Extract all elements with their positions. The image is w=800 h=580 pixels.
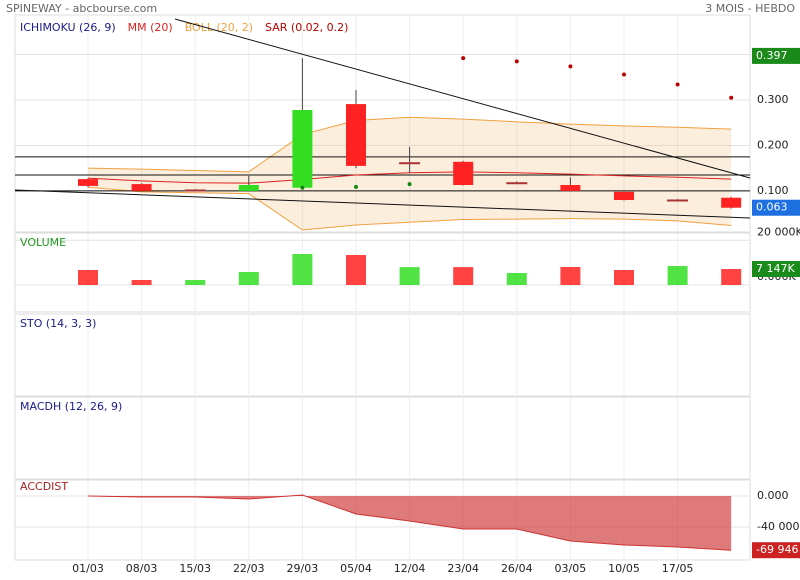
candle-body xyxy=(453,161,474,185)
panel-frame xyxy=(14,14,751,233)
candle-body xyxy=(399,162,421,165)
y-tick-label: 20 000K xyxy=(757,225,800,238)
candle-body xyxy=(292,110,313,188)
volume-bar xyxy=(506,273,527,285)
volume-bar xyxy=(131,280,152,285)
y-tick-label: 0.200 xyxy=(757,138,789,151)
panel-title: ACCDIST xyxy=(20,480,68,493)
accdist-line xyxy=(87,494,732,551)
candle-body xyxy=(506,182,528,185)
volume-bar xyxy=(667,266,688,285)
x-tick-label: 17/05 xyxy=(662,562,694,575)
value-box-label: 0.063 xyxy=(756,201,788,214)
volume-bar xyxy=(453,267,474,285)
legend-entry: MM (20) xyxy=(128,21,173,34)
candle-body xyxy=(721,197,742,208)
y-tick-label: 0.100 xyxy=(757,184,789,197)
sar-dot xyxy=(407,182,412,187)
x-tick-label: 23/04 xyxy=(447,562,479,575)
boll-lower xyxy=(87,186,732,231)
panel-frame xyxy=(14,396,751,480)
volume-bar xyxy=(399,267,420,285)
accdist-area xyxy=(88,494,732,551)
candle-body xyxy=(238,185,259,191)
x-tick-label: 10/05 xyxy=(608,562,640,575)
value-box xyxy=(752,261,800,278)
y-tick-label: 0.300 xyxy=(757,93,789,106)
value-box-label: -69 946 xyxy=(756,543,798,556)
boll-upper xyxy=(87,116,732,173)
sar-dot xyxy=(514,59,519,64)
value-box xyxy=(752,542,800,559)
value-box xyxy=(752,47,800,64)
volume-bar xyxy=(721,269,742,285)
candle-body xyxy=(346,104,366,166)
x-tick-label: 26/04 xyxy=(501,562,533,575)
value-box xyxy=(752,199,800,216)
volume-bar xyxy=(78,270,98,285)
x-tick-label: 01/03 xyxy=(72,562,104,575)
candle-body xyxy=(131,184,152,191)
panel-title: MACDH (12, 26, 9) xyxy=(20,400,122,413)
panel-frame xyxy=(14,479,751,561)
site-title: SPINEWAY - abcbourse.com xyxy=(6,2,157,15)
x-tick-label: 08/03 xyxy=(126,562,158,575)
trend-line xyxy=(174,18,751,179)
sar-dot xyxy=(622,72,626,77)
sar-dot xyxy=(300,185,305,190)
value-box-label: 0.397 xyxy=(756,49,788,62)
panel-title: STO (14, 3, 3) xyxy=(20,317,96,330)
sar-dot xyxy=(568,64,573,69)
panel-title: VOLUME xyxy=(20,236,66,249)
x-tick-label: 29/03 xyxy=(287,562,319,575)
x-tick-label: 12/04 xyxy=(394,562,426,575)
value-box-label: 7 147K xyxy=(756,262,795,275)
x-tick-label: 15/03 xyxy=(179,562,211,575)
candle-body xyxy=(667,199,689,202)
panel-frame xyxy=(14,313,751,397)
volume-bar xyxy=(346,255,366,285)
x-tick-label: 05/04 xyxy=(340,562,372,575)
sar-dot xyxy=(729,95,734,100)
x-tick-label: 22/03 xyxy=(233,562,265,575)
sar-dot xyxy=(354,184,358,189)
volume-bar xyxy=(292,254,313,285)
volume-bar xyxy=(614,270,634,285)
legend-entry: SAR (0.02, 0.2) xyxy=(265,21,348,34)
volume-bar xyxy=(185,280,206,285)
y-tick-label: 0.000 xyxy=(757,489,789,502)
volume-bar xyxy=(560,266,581,285)
trend-line xyxy=(14,189,751,219)
candle-body xyxy=(560,185,581,191)
y-tick-label: -40 000 xyxy=(757,520,799,533)
candle-body xyxy=(78,179,98,186)
volume-bar xyxy=(238,272,259,285)
panel-frame xyxy=(14,232,751,313)
sar-dot xyxy=(461,56,466,61)
x-tick-label: 03/05 xyxy=(555,562,587,575)
period: 3 MOIS - HEBDO xyxy=(705,2,795,15)
candle-body xyxy=(614,191,634,200)
legend-entry: ICHIMOKU (26, 9) xyxy=(20,21,116,34)
boll-band xyxy=(88,117,732,230)
sar-dot xyxy=(675,82,680,87)
candle-body xyxy=(184,189,206,192)
legend-entry: BOLL (20, 2) xyxy=(185,21,253,34)
